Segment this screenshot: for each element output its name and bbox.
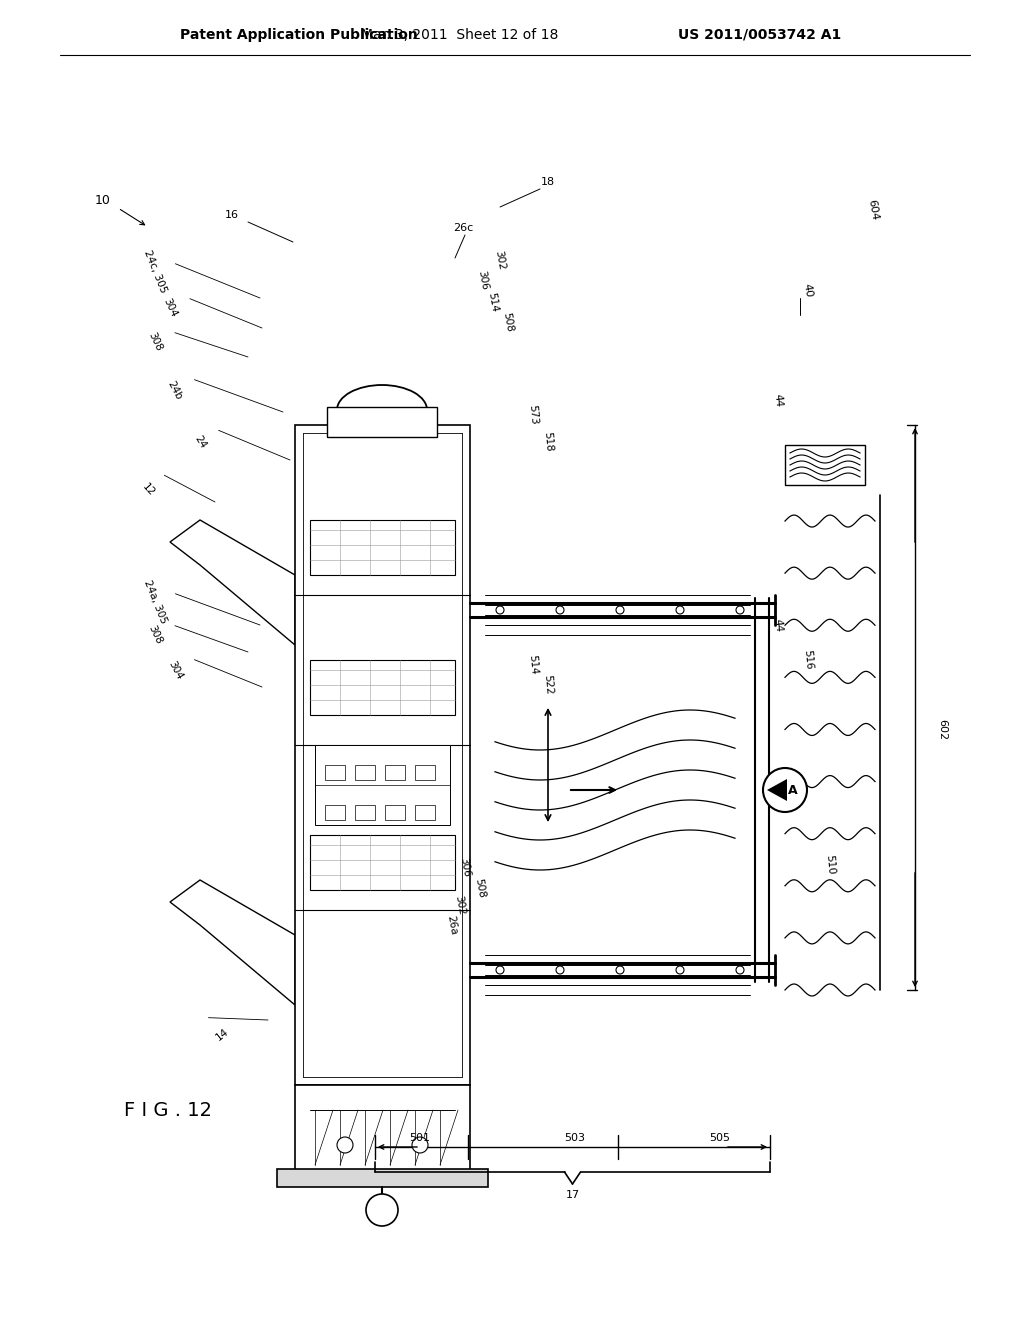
Bar bbox=[355, 766, 375, 780]
Text: 602: 602 bbox=[937, 719, 947, 741]
Text: 306: 306 bbox=[459, 857, 472, 878]
Text: 501: 501 bbox=[410, 1133, 430, 1143]
Polygon shape bbox=[170, 880, 295, 1005]
Text: Mar. 3, 2011  Sheet 12 of 18: Mar. 3, 2011 Sheet 12 of 18 bbox=[361, 28, 559, 42]
Bar bbox=[415, 805, 435, 820]
Text: 302: 302 bbox=[454, 895, 467, 916]
Text: 302: 302 bbox=[494, 249, 507, 271]
Text: 503: 503 bbox=[564, 1133, 586, 1143]
Text: 16: 16 bbox=[225, 210, 239, 220]
Bar bbox=[327, 407, 437, 437]
Bar bbox=[385, 805, 406, 820]
Bar bbox=[325, 766, 345, 780]
Text: US 2011/0053742 A1: US 2011/0053742 A1 bbox=[678, 28, 842, 42]
Circle shape bbox=[676, 606, 684, 614]
Circle shape bbox=[337, 1137, 353, 1152]
Text: 308: 308 bbox=[146, 624, 164, 645]
Text: 304: 304 bbox=[162, 297, 179, 319]
Text: 12: 12 bbox=[140, 482, 156, 498]
Text: 306: 306 bbox=[476, 269, 489, 290]
Bar bbox=[325, 805, 345, 820]
Text: 518: 518 bbox=[542, 432, 554, 453]
Bar bbox=[355, 805, 375, 820]
Circle shape bbox=[366, 1195, 398, 1226]
Circle shape bbox=[616, 966, 624, 974]
Text: 573: 573 bbox=[527, 405, 539, 425]
Circle shape bbox=[676, 966, 684, 974]
Text: 26c: 26c bbox=[453, 223, 473, 234]
Circle shape bbox=[556, 606, 564, 614]
Bar bbox=[310, 836, 455, 890]
Text: 26a: 26a bbox=[445, 915, 459, 936]
Bar bbox=[278, 1170, 488, 1187]
Text: 44: 44 bbox=[772, 618, 783, 632]
Text: 604: 604 bbox=[866, 199, 880, 222]
Bar bbox=[385, 766, 406, 780]
Text: 18: 18 bbox=[541, 177, 555, 187]
Text: 24c, 305: 24c, 305 bbox=[142, 249, 168, 294]
Circle shape bbox=[763, 768, 807, 812]
Circle shape bbox=[496, 606, 504, 614]
Text: 44: 44 bbox=[772, 393, 783, 407]
Polygon shape bbox=[767, 779, 787, 801]
Bar bbox=[415, 766, 435, 780]
Bar bbox=[785, 445, 865, 484]
Text: 514: 514 bbox=[527, 655, 539, 676]
Text: 10: 10 bbox=[95, 194, 111, 206]
Text: 516: 516 bbox=[802, 649, 814, 671]
Text: F I G . 12: F I G . 12 bbox=[124, 1101, 212, 1119]
Text: Patent Application Publication: Patent Application Publication bbox=[180, 28, 418, 42]
Text: 14: 14 bbox=[214, 1027, 230, 1043]
Text: 514: 514 bbox=[486, 292, 500, 313]
Circle shape bbox=[616, 606, 624, 614]
Text: 40: 40 bbox=[802, 282, 814, 298]
Text: 510: 510 bbox=[824, 855, 836, 875]
Text: 304: 304 bbox=[166, 659, 184, 681]
Text: 505: 505 bbox=[710, 1133, 730, 1143]
Bar bbox=[310, 660, 455, 715]
Circle shape bbox=[736, 606, 744, 614]
Circle shape bbox=[496, 966, 504, 974]
Text: 522: 522 bbox=[542, 675, 554, 696]
Circle shape bbox=[556, 966, 564, 974]
Circle shape bbox=[736, 966, 744, 974]
Text: 17: 17 bbox=[566, 1191, 580, 1200]
Circle shape bbox=[412, 1137, 428, 1152]
Bar bbox=[310, 520, 455, 576]
Polygon shape bbox=[170, 520, 295, 645]
Text: 24b: 24b bbox=[166, 379, 184, 401]
Bar bbox=[315, 744, 450, 825]
Text: A: A bbox=[788, 784, 798, 796]
Text: 24: 24 bbox=[193, 434, 208, 450]
Text: 508: 508 bbox=[502, 312, 515, 333]
Text: 24a, 305: 24a, 305 bbox=[141, 578, 168, 626]
Bar bbox=[295, 425, 470, 1085]
Text: 308: 308 bbox=[146, 331, 164, 352]
Bar bbox=[295, 1085, 470, 1170]
Text: 508: 508 bbox=[473, 878, 486, 899]
